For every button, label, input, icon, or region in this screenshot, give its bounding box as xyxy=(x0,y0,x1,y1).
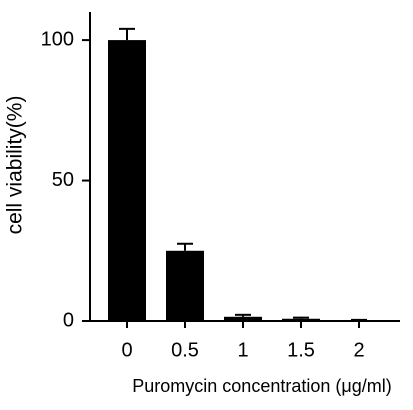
y-tick-label: 0 xyxy=(63,309,74,331)
x-tick-label: 1 xyxy=(237,339,248,361)
x-tick-label: 0.5 xyxy=(171,339,199,361)
bar xyxy=(340,320,378,321)
y-tick-label: 100 xyxy=(41,28,74,50)
x-tick-label: 2 xyxy=(353,339,364,361)
x-tick-label: 0 xyxy=(121,339,132,361)
x-tick-label: 1.5 xyxy=(287,339,315,361)
bar xyxy=(282,318,320,321)
bar xyxy=(224,316,262,321)
x-axis-label: Puromycin concentration (μg/ml) xyxy=(132,376,391,396)
bar xyxy=(108,40,146,321)
y-axis-label: cell viability(%) xyxy=(4,96,27,235)
bar xyxy=(166,250,204,321)
y-tick-label: 50 xyxy=(52,169,74,191)
